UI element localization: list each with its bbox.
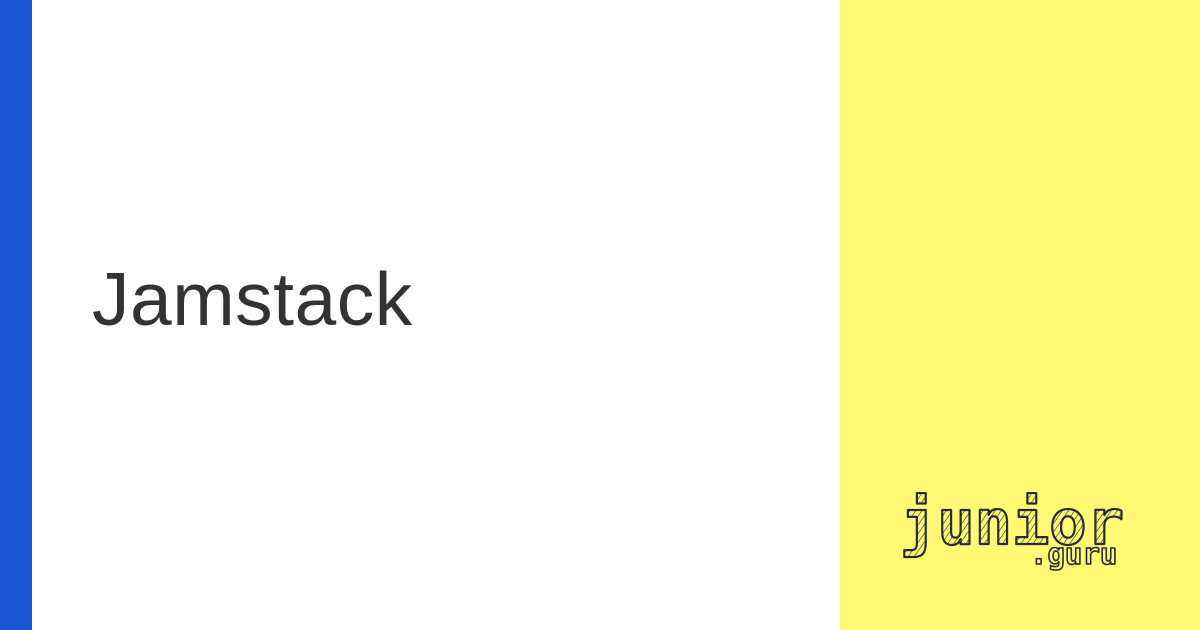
logo-guru-text: .guru [1030, 537, 1117, 571]
accent-bar [0, 0, 32, 630]
logo-wordmark: junior .guru [899, 485, 1125, 572]
junior-guru-logo: junior .guru [896, 460, 1146, 580]
page-title: Jamstack [92, 257, 413, 341]
logo-junior-text: junior [900, 486, 1124, 559]
brand-panel [840, 0, 1200, 630]
